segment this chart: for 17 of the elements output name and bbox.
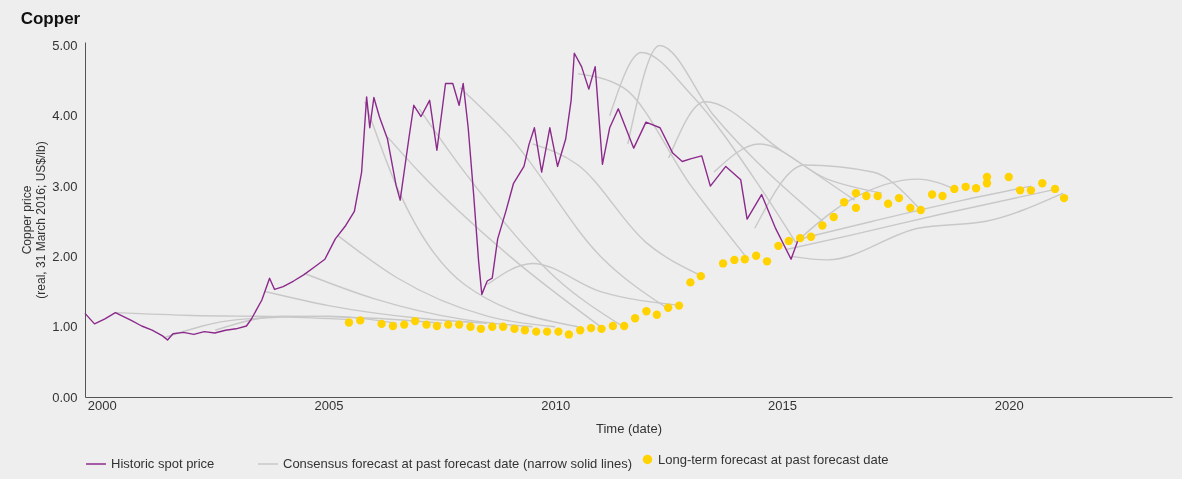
legend-label: Consensus forecast at past forecast date (narrow solid lines) [283,456,633,471]
chart-title: Copper [20,8,81,28]
x-tick-label: 2010 [541,397,571,413]
y-tick-label: 4.00 [52,108,78,124]
x-tick-label: 2005 [314,397,344,413]
y-axis-title: Copper price (real, 31 March 2016; US$/lb) [20,141,49,299]
y-tick-label: 5.00 [52,38,78,54]
legend-label: Historic spot price [111,456,215,471]
y-tick-label: 0.00 [52,389,78,405]
x-tick-label: 2020 [994,397,1024,413]
y-tick-label: 2.00 [52,248,78,264]
y-tick-label: 3.00 [52,178,78,194]
legend-label: Long-term forecast at past forecast date [658,451,889,467]
x-tick-label: 2015 [768,397,797,413]
y-tick-label: 1.00 [52,319,78,335]
x-tick-label: 2000 [87,397,117,413]
x-axis-title: Time (date) [596,420,662,436]
